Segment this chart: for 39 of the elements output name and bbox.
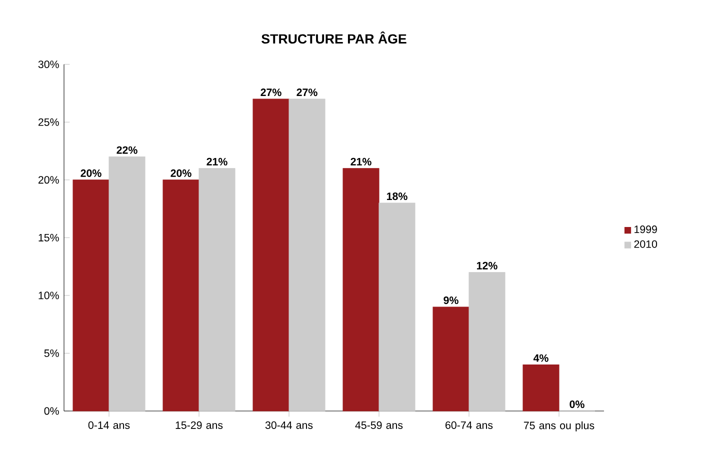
- data-label: 4%: [533, 354, 548, 362]
- data-label: 18%: [386, 192, 408, 200]
- bar: [198, 168, 236, 412]
- x-tick-label: 15-29 ans: [176, 421, 223, 429]
- bar: [72, 180, 110, 412]
- data-label: 21%: [350, 158, 372, 166]
- x-tick-label: 75 ans ou plus: [524, 421, 594, 432]
- y-tick-label: 10%: [38, 292, 59, 300]
- y-tick-label: 20%: [38, 176, 59, 184]
- data-label: 27%: [296, 88, 318, 96]
- data-label: 20%: [80, 169, 102, 177]
- x-tick-label: 45-59 ans: [355, 421, 403, 429]
- legend-label: 2010: [634, 240, 658, 248]
- y-tick-label: 15%: [38, 234, 59, 242]
- data-label: 12%: [476, 262, 498, 270]
- data-label: 0%: [570, 400, 584, 408]
- bar: [288, 98, 326, 412]
- bar: [252, 98, 290, 412]
- data-label: 9%: [444, 296, 458, 304]
- y-tick-label: 30%: [38, 60, 59, 68]
- bar: [378, 202, 416, 412]
- y-tick-label: 0%: [44, 407, 59, 415]
- bar: [162, 180, 200, 412]
- data-label: 20%: [170, 169, 192, 177]
- bar: [468, 272, 506, 412]
- y-tick-label: 25%: [38, 118, 59, 126]
- x-tick-label: 30-44 ans: [265, 421, 313, 429]
- bar: [432, 306, 470, 412]
- x-tick-label: 0-14 ans: [88, 421, 130, 429]
- x-tick-label: 60-74 ans: [446, 421, 493, 429]
- chart-title: STRUCTURE PAR ÂGE: [262, 32, 406, 44]
- legend-label: 1999: [634, 226, 657, 234]
- bar: [522, 364, 560, 412]
- data-label: 27%: [260, 88, 282, 96]
- bar: [108, 156, 146, 412]
- data-label: 21%: [206, 158, 228, 166]
- bar: [342, 168, 380, 412]
- y-tick-label: 5%: [44, 349, 59, 357]
- data-label: 22%: [116, 146, 138, 154]
